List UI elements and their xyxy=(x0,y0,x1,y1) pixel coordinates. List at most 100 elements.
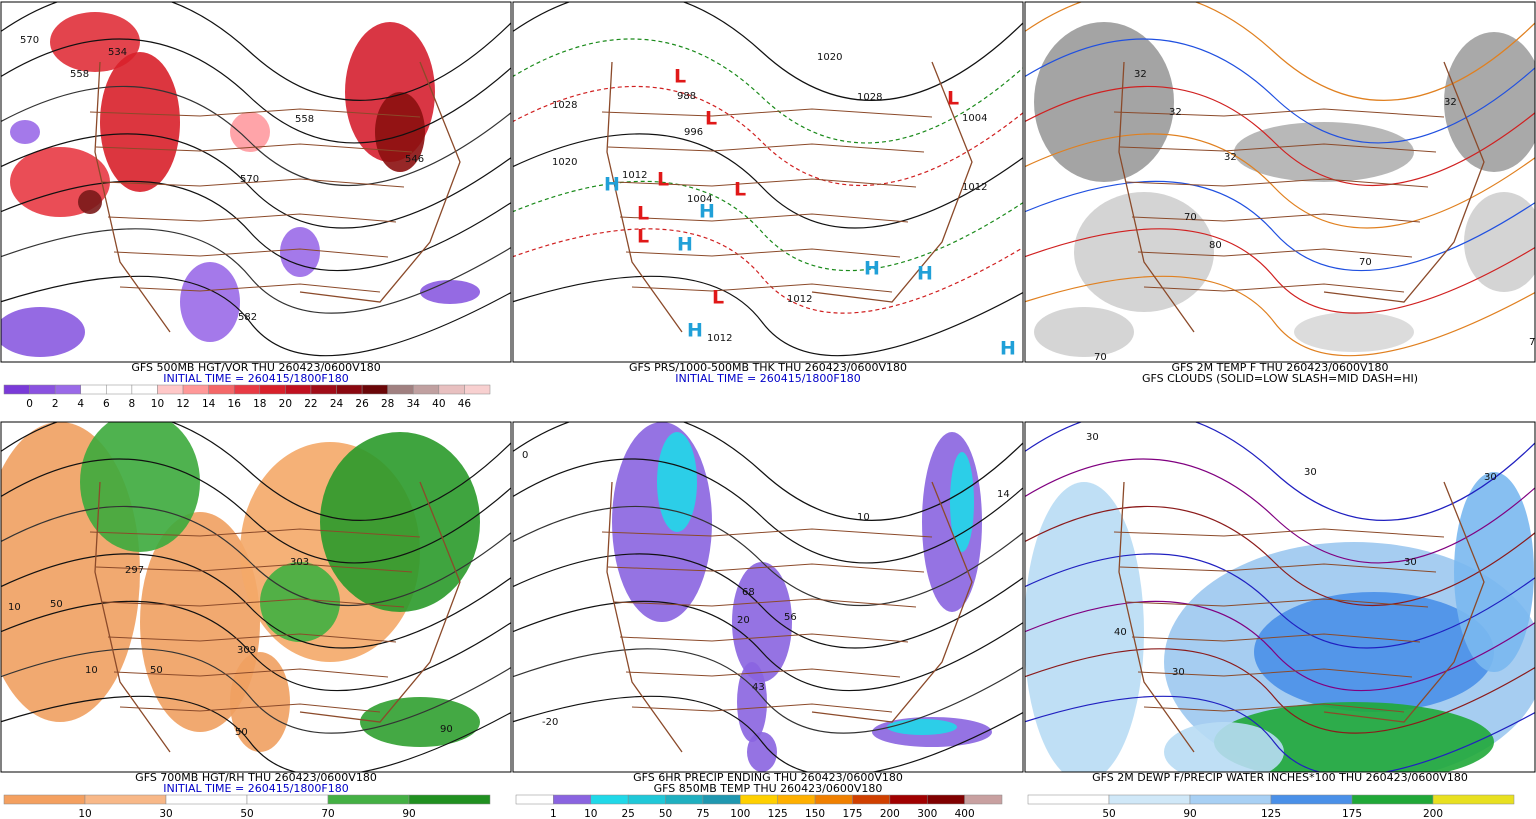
colorbar-swatch xyxy=(327,794,410,805)
contour xyxy=(1025,648,1535,734)
colorbar-swatch xyxy=(208,384,235,395)
border-line xyxy=(1137,248,1413,258)
contour xyxy=(1025,422,1535,521)
field-area xyxy=(375,92,425,172)
map-frame xyxy=(512,1,1024,363)
contour xyxy=(513,2,1023,101)
colorbar-swatch xyxy=(3,384,30,395)
contour-label: 50 xyxy=(150,665,163,676)
colorbar-swatch xyxy=(165,794,248,805)
border-line xyxy=(619,633,909,643)
field-area xyxy=(100,52,180,192)
contour-label: 50 xyxy=(50,599,63,610)
field-area xyxy=(1444,32,1535,172)
border-line xyxy=(1119,143,1437,153)
contour-label: 70 xyxy=(1359,257,1372,268)
contour xyxy=(1025,695,1535,772)
colorbar-label: 400 xyxy=(955,808,975,819)
high-marker: H xyxy=(687,320,703,342)
contour-label: 30 xyxy=(1484,472,1497,483)
field-area xyxy=(230,112,270,152)
panel: 32 32 32 32 70 80 70 70 70 GFS 2M TEMP F THU 2604… xyxy=(1024,1,1536,385)
border-line xyxy=(619,213,909,223)
field-area xyxy=(78,190,102,214)
coastline xyxy=(606,481,973,753)
contour xyxy=(1,505,511,607)
colorbar-swatch xyxy=(1432,794,1515,805)
contour-label: 1012 xyxy=(787,294,812,305)
field-area xyxy=(1234,122,1414,182)
contour-label: 1004 xyxy=(687,194,712,205)
colorbar-label: 26 xyxy=(355,398,369,410)
colorbar-label: 125 xyxy=(768,808,788,819)
contour-label: 40 xyxy=(1114,627,1127,638)
contour-label: 14 xyxy=(997,489,1010,500)
high-marker: H xyxy=(604,174,620,196)
panel: 303 297 309 50 10 50 50 90 10 GFS 700MB HGT/RH TH… xyxy=(0,421,512,819)
high-marker: H xyxy=(864,258,880,280)
border-line xyxy=(1137,668,1413,678)
map-frame xyxy=(1024,1,1536,363)
colorbar-swatch xyxy=(964,794,1003,805)
contour-label: 570 xyxy=(240,174,259,185)
contour xyxy=(1025,458,1535,564)
field-area xyxy=(657,432,697,532)
colorbar-label: 6 xyxy=(103,398,110,410)
colorbar-label: 14 xyxy=(202,398,216,410)
border-line xyxy=(1131,633,1421,643)
colorbar-label: 10 xyxy=(151,398,164,410)
contour xyxy=(1,275,511,357)
high-marker: H xyxy=(1000,338,1016,360)
colorbar-swatch xyxy=(259,384,286,395)
contour-label: 988 xyxy=(677,91,696,102)
border-line xyxy=(1125,178,1429,188)
contour-label: 1004 xyxy=(962,113,987,124)
caption: GFS 2M TEMP F THU 260423/0600V180 xyxy=(1172,361,1389,374)
colorbar-swatch xyxy=(3,794,86,805)
colorbar-label: 16 xyxy=(228,398,242,410)
border-line xyxy=(107,633,397,643)
contour-label: 20 xyxy=(737,615,750,626)
border-line xyxy=(601,108,933,118)
border-line xyxy=(1113,528,1445,538)
contour-label: 1012 xyxy=(707,333,732,344)
colorbar-label: 30 xyxy=(159,808,172,819)
border-line xyxy=(119,283,381,293)
border-line xyxy=(625,668,901,678)
colorbar-label: 90 xyxy=(1183,808,1196,819)
field-area xyxy=(1214,702,1494,772)
field-area xyxy=(320,432,480,612)
contour xyxy=(513,38,1023,144)
colorbar-swatch xyxy=(84,794,167,805)
colorbar-label: 4 xyxy=(77,398,84,410)
contour-label: 30 xyxy=(1172,667,1185,678)
contour-label: 1028 xyxy=(552,100,577,111)
contour-label: 30 xyxy=(1086,432,1099,443)
colorbar-label: 200 xyxy=(880,808,900,819)
colorbar-label: 20 xyxy=(279,398,292,410)
map xyxy=(1,422,511,772)
colorbar-swatch xyxy=(464,384,491,395)
contour xyxy=(1025,228,1535,314)
border-line xyxy=(601,528,933,538)
field-area xyxy=(1454,472,1534,672)
contour xyxy=(1,458,511,564)
colorbar-label: 300 xyxy=(917,808,937,819)
low-marker: L xyxy=(947,88,959,110)
map-frame xyxy=(1024,421,1536,773)
field-area xyxy=(1,307,85,357)
panel: 570 534 558 558 546 570 582 GFS 500MB HGT/VOR T… xyxy=(0,1,512,410)
colorbar-label: 46 xyxy=(458,398,472,410)
border-line xyxy=(1113,108,1445,118)
field-area xyxy=(50,12,140,72)
colorbar-swatch xyxy=(285,384,312,395)
colorbar-label: 10 xyxy=(584,808,597,819)
contour xyxy=(1,180,511,272)
contour xyxy=(1,648,511,734)
contour xyxy=(1,695,511,772)
contour xyxy=(1,422,511,521)
coastline xyxy=(94,61,461,333)
contour xyxy=(1,600,511,692)
contour-label: 297 xyxy=(125,565,144,576)
colorbar-label: 150 xyxy=(805,808,825,819)
